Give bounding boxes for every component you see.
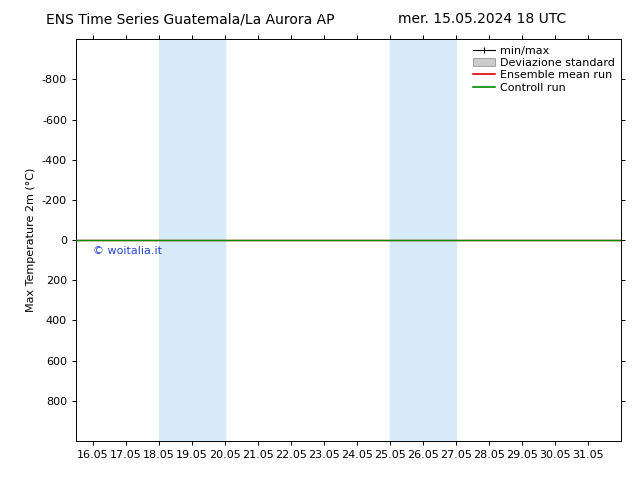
Y-axis label: Max Temperature 2m (°C): Max Temperature 2m (°C) — [27, 168, 36, 312]
Text: © woitalia.it: © woitalia.it — [93, 246, 162, 256]
Bar — [390, 39, 456, 441]
Text: ENS Time Series Guatemala/La Aurora AP: ENS Time Series Guatemala/La Aurora AP — [46, 12, 335, 26]
Legend: min/max, Deviazione standard, Ensemble mean run, Controll run: min/max, Deviazione standard, Ensemble m… — [470, 43, 618, 96]
Text: mer. 15.05.2024 18 UTC: mer. 15.05.2024 18 UTC — [398, 12, 566, 26]
Bar — [158, 39, 225, 441]
